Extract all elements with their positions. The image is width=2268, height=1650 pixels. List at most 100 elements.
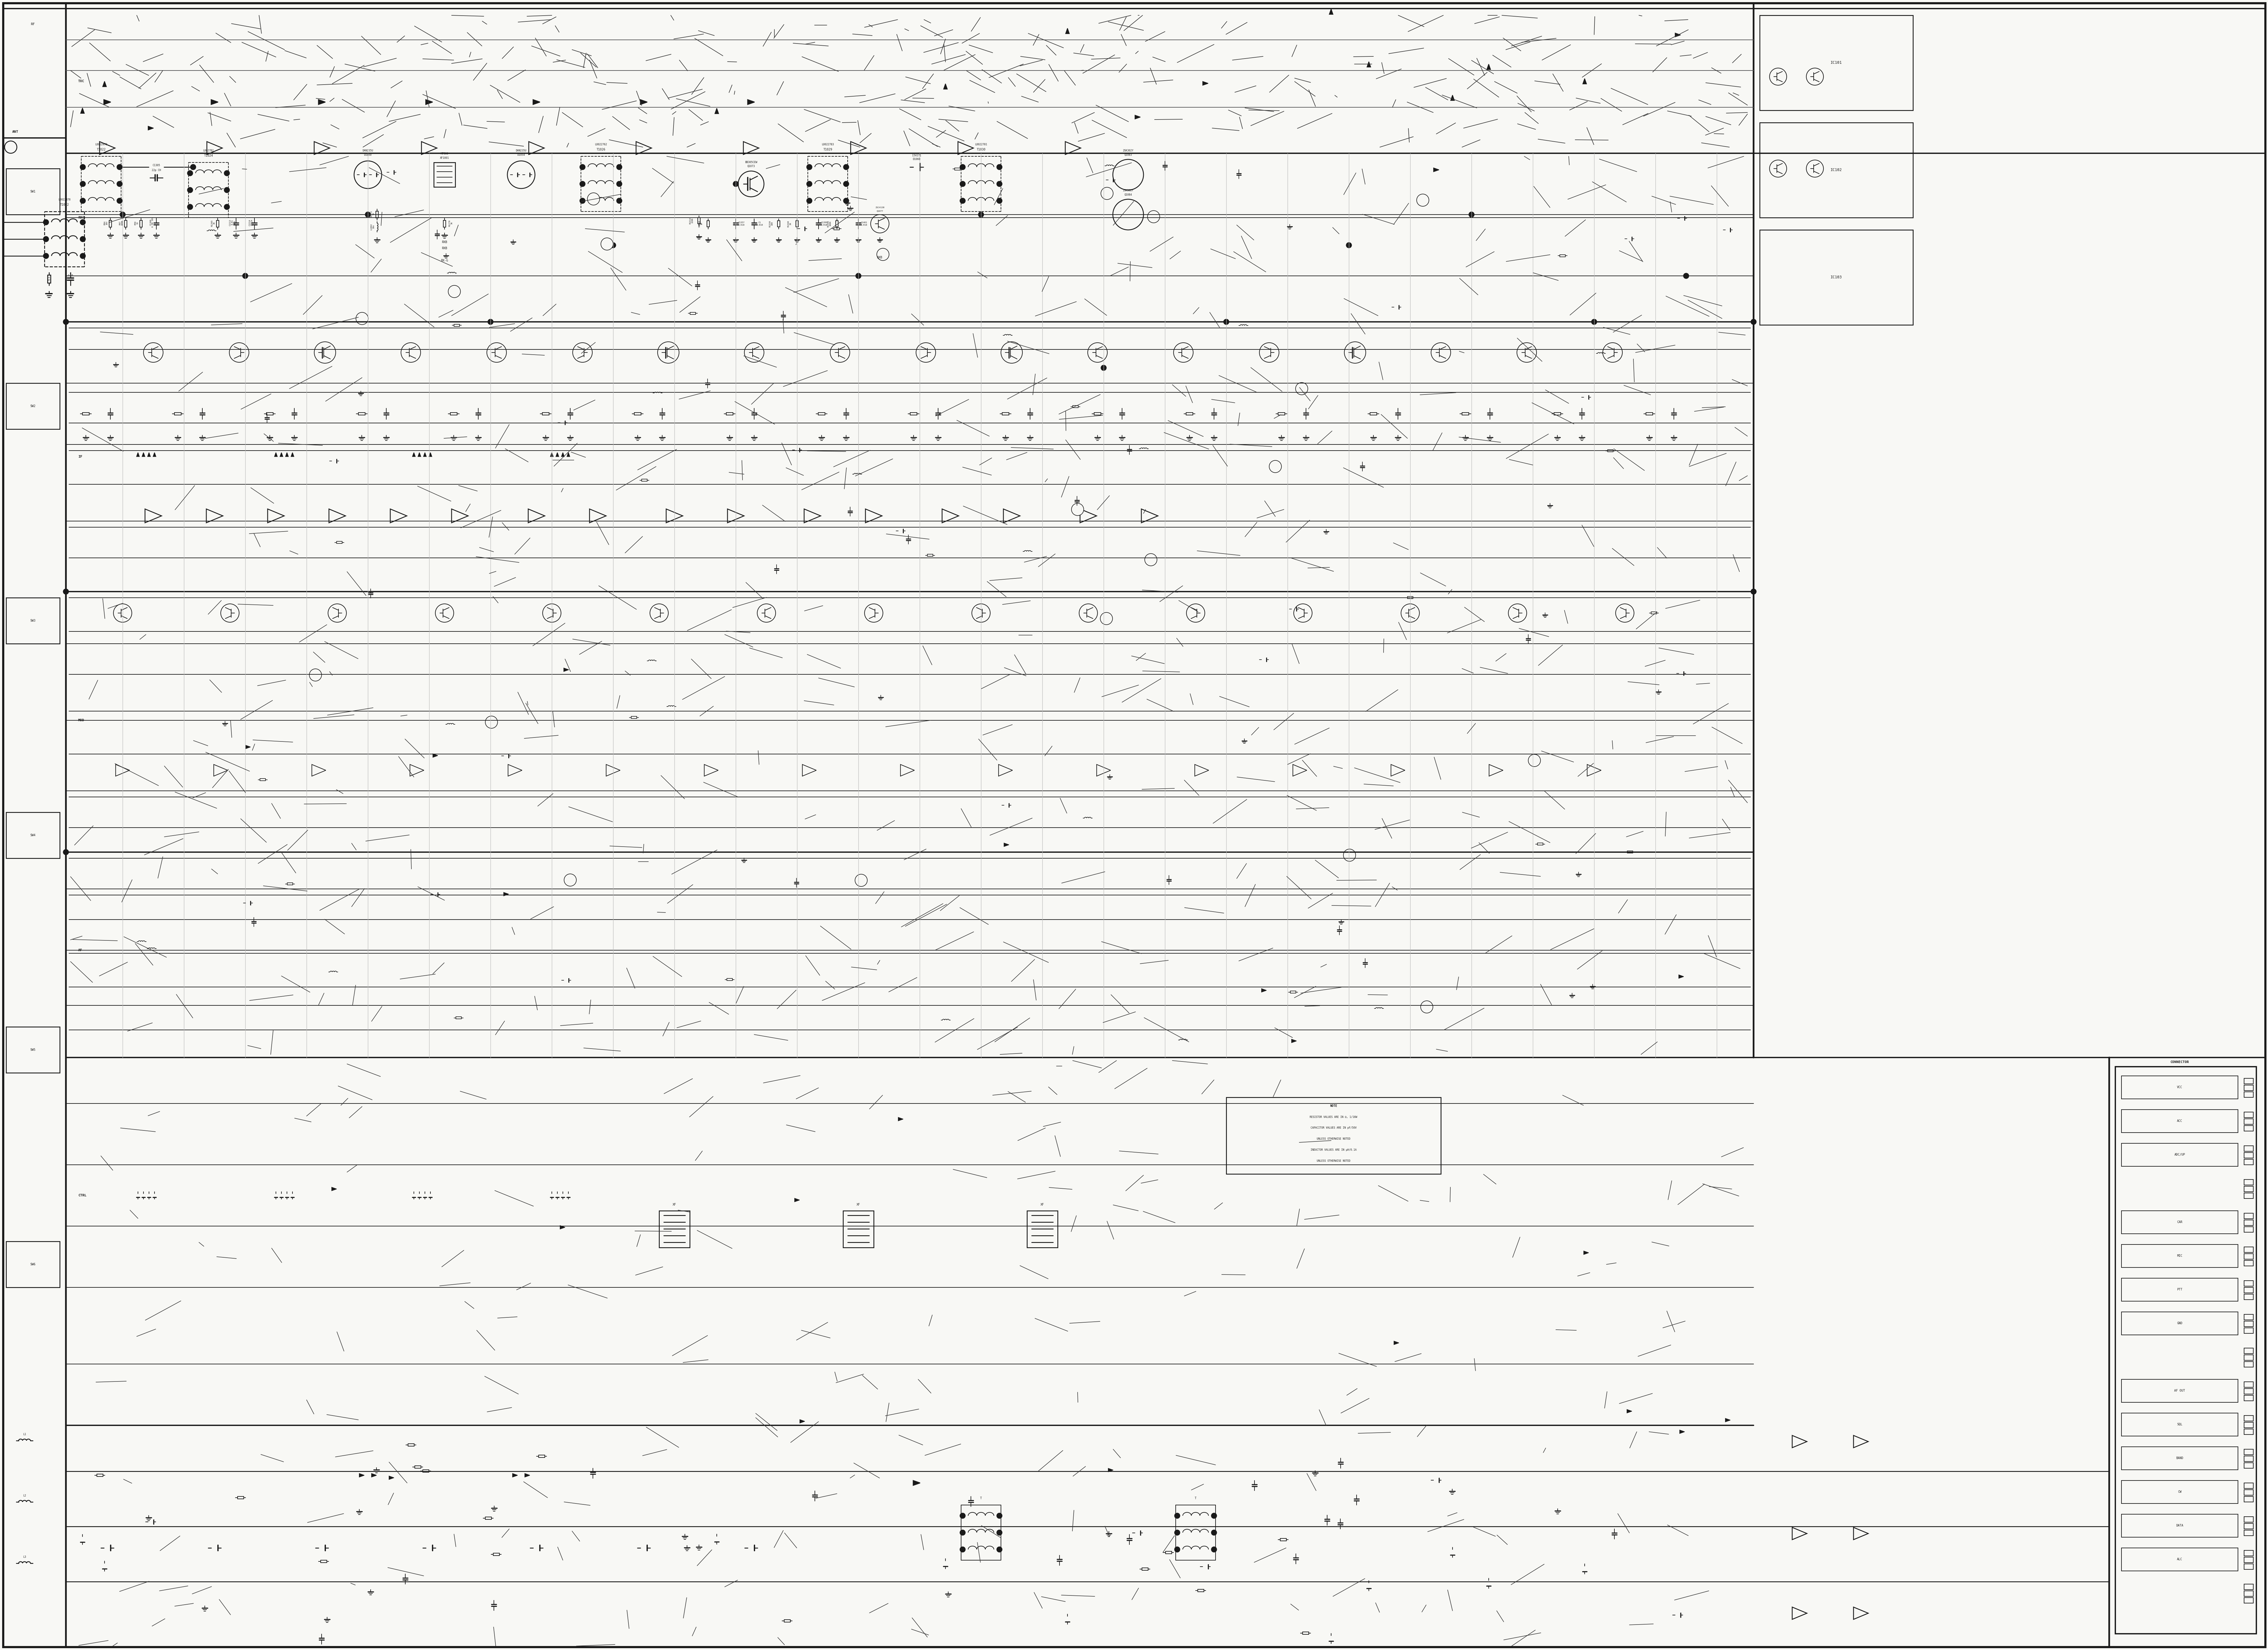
Circle shape <box>1211 1513 1216 1518</box>
Polygon shape <box>1583 1251 1588 1254</box>
Circle shape <box>120 211 125 218</box>
Bar <box>98 1473 102 1477</box>
Bar <box>1141 1568 1148 1571</box>
Bar <box>2243 1516 2252 1523</box>
Circle shape <box>64 589 68 594</box>
Bar <box>433 162 456 186</box>
Circle shape <box>996 1513 1002 1518</box>
Text: L2: L2 <box>23 1495 25 1497</box>
Text: SW1: SW1 <box>29 190 36 193</box>
Polygon shape <box>528 508 544 523</box>
Text: Q1077: Q1077 <box>875 210 882 211</box>
Text: L0027B2: L0027B2 <box>204 150 213 152</box>
Circle shape <box>143 343 163 363</box>
Circle shape <box>1100 612 1111 625</box>
Text: CONNECTOR: CONNECTOR <box>2170 1061 2189 1064</box>
Bar <box>320 1561 327 1563</box>
Polygon shape <box>1005 843 1009 846</box>
Circle shape <box>308 668 322 681</box>
Bar <box>1626 851 1633 853</box>
Text: IC102: IC102 <box>1830 168 1842 172</box>
Text: L1: L1 <box>23 1434 25 1436</box>
Circle shape <box>79 165 86 170</box>
Polygon shape <box>1676 33 1681 36</box>
Circle shape <box>1615 604 1633 622</box>
Text: R1318
1M: R1318 1M <box>699 221 703 228</box>
Polygon shape <box>429 452 431 457</box>
Circle shape <box>1114 200 1143 229</box>
Bar <box>1406 597 1413 599</box>
Bar <box>778 221 780 226</box>
Bar <box>2121 1109 2239 1132</box>
Polygon shape <box>358 1473 365 1477</box>
Bar <box>2243 1497 2252 1502</box>
Bar <box>125 221 127 228</box>
Bar <box>928 554 932 556</box>
Bar <box>819 412 826 416</box>
Circle shape <box>959 1546 966 1553</box>
Polygon shape <box>590 508 606 523</box>
Circle shape <box>79 236 86 243</box>
Text: C1401
0.018: C1401 0.018 <box>860 221 866 226</box>
Bar <box>1073 406 1077 408</box>
Bar <box>835 221 837 226</box>
Text: UNLESS OTHERWISE NOTED: UNLESS OTHERWISE NOTED <box>1315 1160 1349 1163</box>
Circle shape <box>959 165 966 170</box>
Text: C1
0.018: C1 0.018 <box>755 221 762 226</box>
Circle shape <box>435 604 454 622</box>
Polygon shape <box>508 764 522 776</box>
Polygon shape <box>102 81 107 87</box>
Text: PTT: PTT <box>2177 1289 2182 1290</box>
Text: RF: RF <box>32 23 34 26</box>
Polygon shape <box>274 452 277 457</box>
Bar <box>2243 1160 2252 1165</box>
Bar <box>358 412 365 416</box>
Bar <box>2121 1548 2239 1571</box>
Polygon shape <box>1329 8 1334 15</box>
Bar <box>7 1241 59 1287</box>
Text: CAPACITOR VALUES ARE IN pF/50V: CAPACITOR VALUES ARE IN pF/50V <box>1311 1127 1356 1129</box>
Circle shape <box>449 285 460 297</box>
Text: L3: L3 <box>23 1556 25 1559</box>
Circle shape <box>581 198 585 203</box>
Text: UNLESS OTHERWISE NOTED: UNLESS OTHERWISE NOTED <box>1315 1137 1349 1140</box>
Circle shape <box>1089 343 1107 363</box>
Polygon shape <box>551 452 553 457</box>
Circle shape <box>1293 604 1311 622</box>
Text: ADC/UP: ADC/UP <box>2175 1153 2184 1157</box>
Text: ACC: ACC <box>2177 1119 2182 1122</box>
Text: GND: GND <box>2177 1322 2182 1325</box>
Bar <box>2243 1226 2252 1233</box>
Circle shape <box>1517 343 1535 363</box>
Circle shape <box>959 1513 966 1518</box>
Circle shape <box>43 252 48 259</box>
Text: C
0.1B: C 0.1B <box>68 272 73 276</box>
Bar <box>708 221 710 226</box>
Text: AF: AF <box>77 949 82 952</box>
Text: IF: IF <box>77 455 82 459</box>
Bar <box>2243 1186 2252 1191</box>
Circle shape <box>220 604 238 622</box>
Bar <box>2121 1379 2239 1403</box>
Polygon shape <box>413 452 415 457</box>
Polygon shape <box>331 1188 336 1191</box>
Circle shape <box>1343 850 1356 861</box>
Polygon shape <box>1095 764 1111 776</box>
Bar <box>2243 1219 2252 1226</box>
Text: C1306
0.1B 16V: C1306 0.1B 16V <box>150 218 154 228</box>
Circle shape <box>488 318 492 325</box>
Bar <box>2243 1490 2252 1495</box>
Polygon shape <box>211 99 218 104</box>
Polygon shape <box>1792 1436 1808 1447</box>
Polygon shape <box>803 764 816 776</box>
Bar <box>7 597 59 644</box>
Text: C1305: C1305 <box>152 163 161 167</box>
Circle shape <box>225 205 229 210</box>
Polygon shape <box>1002 508 1021 523</box>
Text: T1024: T1024 <box>204 153 213 157</box>
Bar <box>1279 1538 1286 1541</box>
Text: R1273
1K: R1273 1K <box>370 211 374 218</box>
Polygon shape <box>136 452 138 457</box>
Bar <box>2243 1261 2252 1266</box>
Circle shape <box>1175 1513 1179 1518</box>
